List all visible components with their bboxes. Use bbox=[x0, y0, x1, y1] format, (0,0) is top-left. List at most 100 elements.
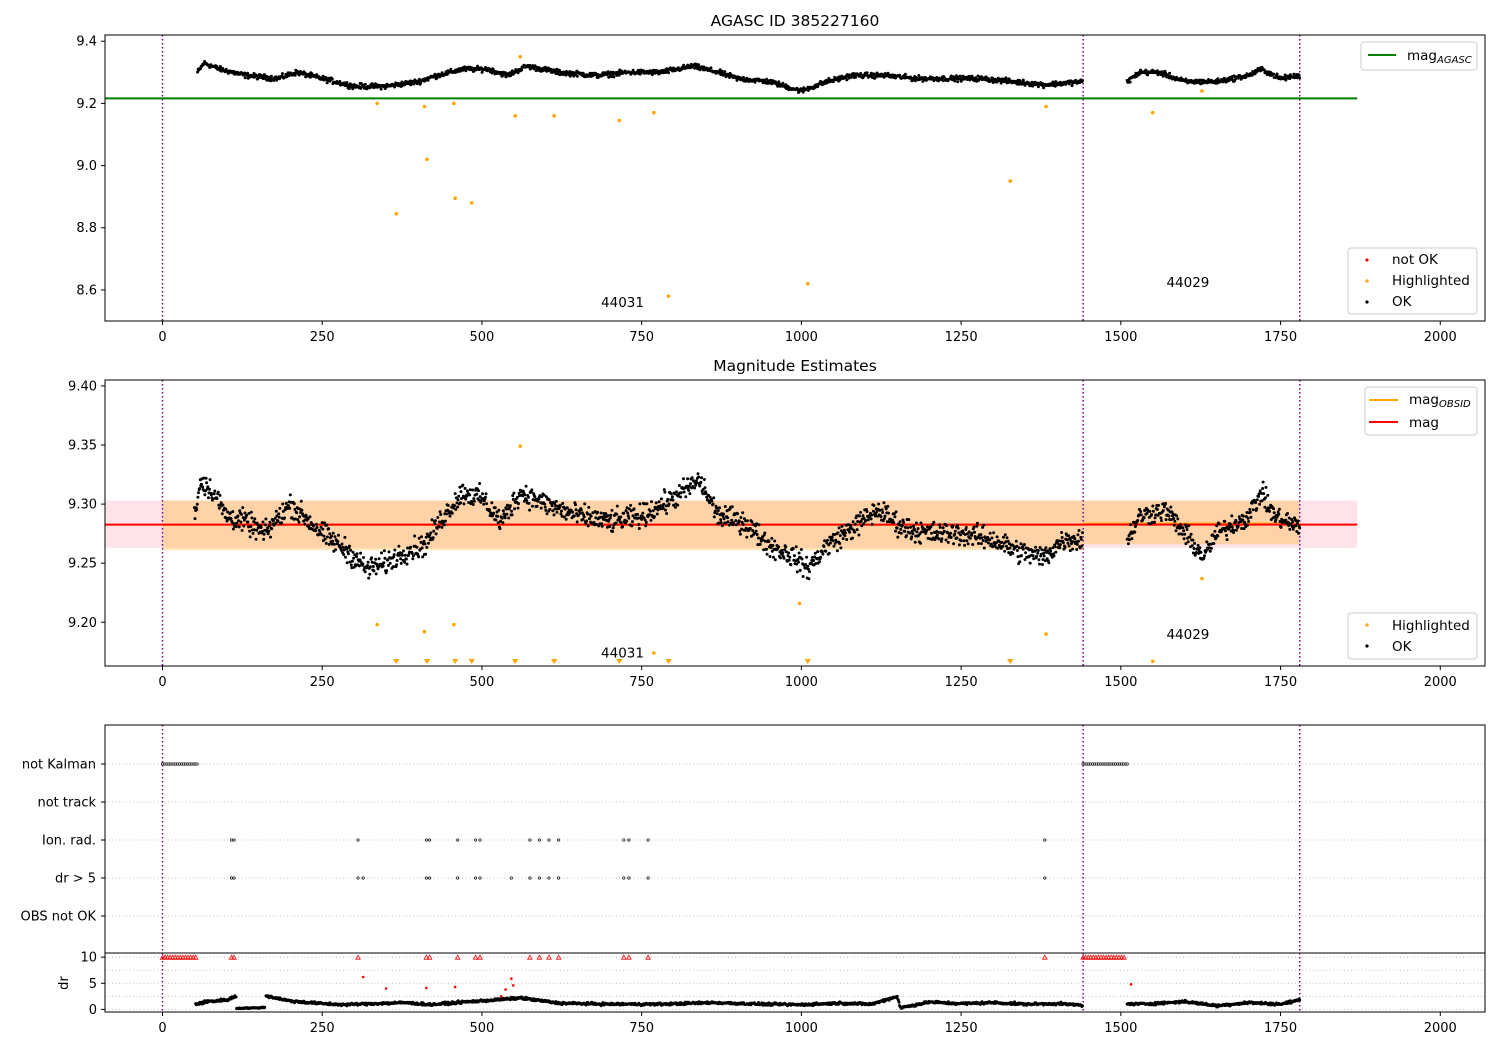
data-point-highlighted bbox=[1150, 659, 1155, 664]
below-range-marker bbox=[393, 659, 400, 664]
data-point-ok bbox=[957, 531, 961, 535]
data-point-ok bbox=[323, 521, 326, 525]
data-point-ok bbox=[966, 542, 970, 546]
data-point-ok bbox=[1077, 529, 1081, 532]
data-point-ok bbox=[392, 555, 396, 559]
data-point-ok bbox=[731, 521, 735, 525]
data-point-ok bbox=[804, 563, 807, 566]
data-point-ok bbox=[203, 493, 207, 497]
data-point-ok bbox=[510, 69, 514, 73]
data-point-ok bbox=[362, 556, 365, 559]
data-point-ok bbox=[391, 565, 395, 569]
data-point-ok bbox=[1209, 546, 1213, 550]
data-point-ok bbox=[455, 501, 459, 505]
data-point-ok bbox=[1067, 544, 1071, 548]
data-point-ok bbox=[945, 524, 949, 528]
data-point-ok bbox=[1298, 76, 1302, 80]
data-point-ok bbox=[1284, 518, 1288, 522]
data-point-ok bbox=[1139, 68, 1143, 72]
data-point-ok bbox=[625, 506, 629, 510]
data-point-ok bbox=[1004, 544, 1008, 548]
data-point-ok bbox=[1259, 491, 1263, 495]
data-point-ok bbox=[726, 516, 730, 520]
data-point-ok bbox=[1182, 529, 1186, 533]
data-point-ok bbox=[1009, 553, 1012, 556]
data-point-ok bbox=[263, 1005, 267, 1009]
data-point-ok bbox=[471, 503, 475, 506]
data-point-ok bbox=[971, 543, 975, 546]
data-point-ok bbox=[667, 502, 671, 506]
magnitude-plot-frame bbox=[104, 379, 1486, 667]
data-point-ok bbox=[641, 511, 645, 515]
data-point-ok bbox=[247, 511, 251, 515]
data-point-ok bbox=[930, 531, 933, 535]
data-point-ok bbox=[334, 548, 338, 552]
x-tick-label: 2000 bbox=[1424, 330, 1457, 345]
data-point-ok bbox=[981, 539, 985, 543]
data-point-ok bbox=[905, 534, 908, 538]
legend-label-highlighted: Highlighted bbox=[1392, 273, 1470, 289]
data-point-ok bbox=[716, 509, 720, 513]
data-point-highlighted bbox=[666, 294, 671, 298]
data-point-ok bbox=[689, 482, 692, 486]
data-point-ok bbox=[627, 516, 631, 520]
data-point-ok bbox=[1069, 539, 1073, 543]
data-point-ok bbox=[439, 513, 443, 516]
data-point-ok bbox=[821, 552, 825, 556]
data-point-ok bbox=[327, 542, 331, 546]
below-range-marker bbox=[665, 659, 672, 664]
data-point-ok bbox=[704, 492, 708, 495]
data-point-ok bbox=[241, 506, 245, 510]
data-point-ok bbox=[671, 498, 675, 502]
data-point-ok bbox=[1295, 522, 1299, 525]
data-point-ok bbox=[846, 523, 850, 527]
data-point-ok bbox=[419, 540, 423, 544]
data-point-ok bbox=[959, 533, 962, 537]
data-point-ok bbox=[1246, 516, 1250, 520]
data-point-ok bbox=[1258, 489, 1262, 493]
data-point-ok bbox=[273, 516, 277, 520]
data-point-ok bbox=[648, 513, 652, 517]
data-point-ok bbox=[357, 564, 361, 568]
data-point-ok bbox=[953, 529, 957, 533]
data-point-ok bbox=[574, 503, 577, 507]
data-point-ok bbox=[828, 541, 832, 545]
x-tick-label: 250 bbox=[310, 675, 335, 690]
data-point-ok bbox=[986, 541, 990, 545]
data-point-ok bbox=[545, 512, 549, 516]
data-point-ok bbox=[1003, 533, 1007, 537]
data-point-ok bbox=[355, 552, 359, 556]
data-point-ok bbox=[363, 570, 367, 574]
data-point-ok bbox=[561, 501, 565, 505]
data-point-ok bbox=[1042, 551, 1046, 555]
data-point-ok bbox=[662, 502, 666, 506]
data-point-ok bbox=[1277, 507, 1281, 511]
data-point-ok bbox=[412, 82, 416, 86]
data-point-ok bbox=[232, 69, 236, 73]
data-point-ok bbox=[477, 489, 480, 493]
data-point-ok bbox=[459, 501, 462, 505]
data-point-ok bbox=[946, 531, 950, 535]
data-point-ok bbox=[1080, 544, 1084, 548]
data-point-ok bbox=[397, 544, 401, 548]
data-point-ok bbox=[410, 551, 414, 555]
data-point-ok bbox=[1052, 554, 1056, 558]
data-point-ok bbox=[1172, 517, 1176, 520]
data-point-ok bbox=[1032, 557, 1036, 561]
data-point-ok bbox=[1136, 519, 1140, 522]
data-point-ok bbox=[1228, 525, 1232, 529]
data-point-ok bbox=[862, 522, 865, 526]
data-point-ok bbox=[1223, 519, 1227, 523]
data-point-ok bbox=[287, 504, 290, 508]
data-point-ok bbox=[261, 520, 265, 524]
data-point-ok bbox=[1183, 532, 1187, 536]
data-point-ok bbox=[421, 555, 425, 559]
data-point-ok bbox=[673, 505, 677, 509]
data-point-ok bbox=[771, 544, 775, 547]
data-point-ok bbox=[325, 535, 329, 539]
data-point-ok bbox=[710, 499, 714, 503]
data-point-ok bbox=[1038, 546, 1042, 549]
data-point-ok bbox=[1151, 509, 1155, 513]
data-point-ok bbox=[320, 533, 324, 537]
data-point-ok bbox=[912, 524, 915, 528]
